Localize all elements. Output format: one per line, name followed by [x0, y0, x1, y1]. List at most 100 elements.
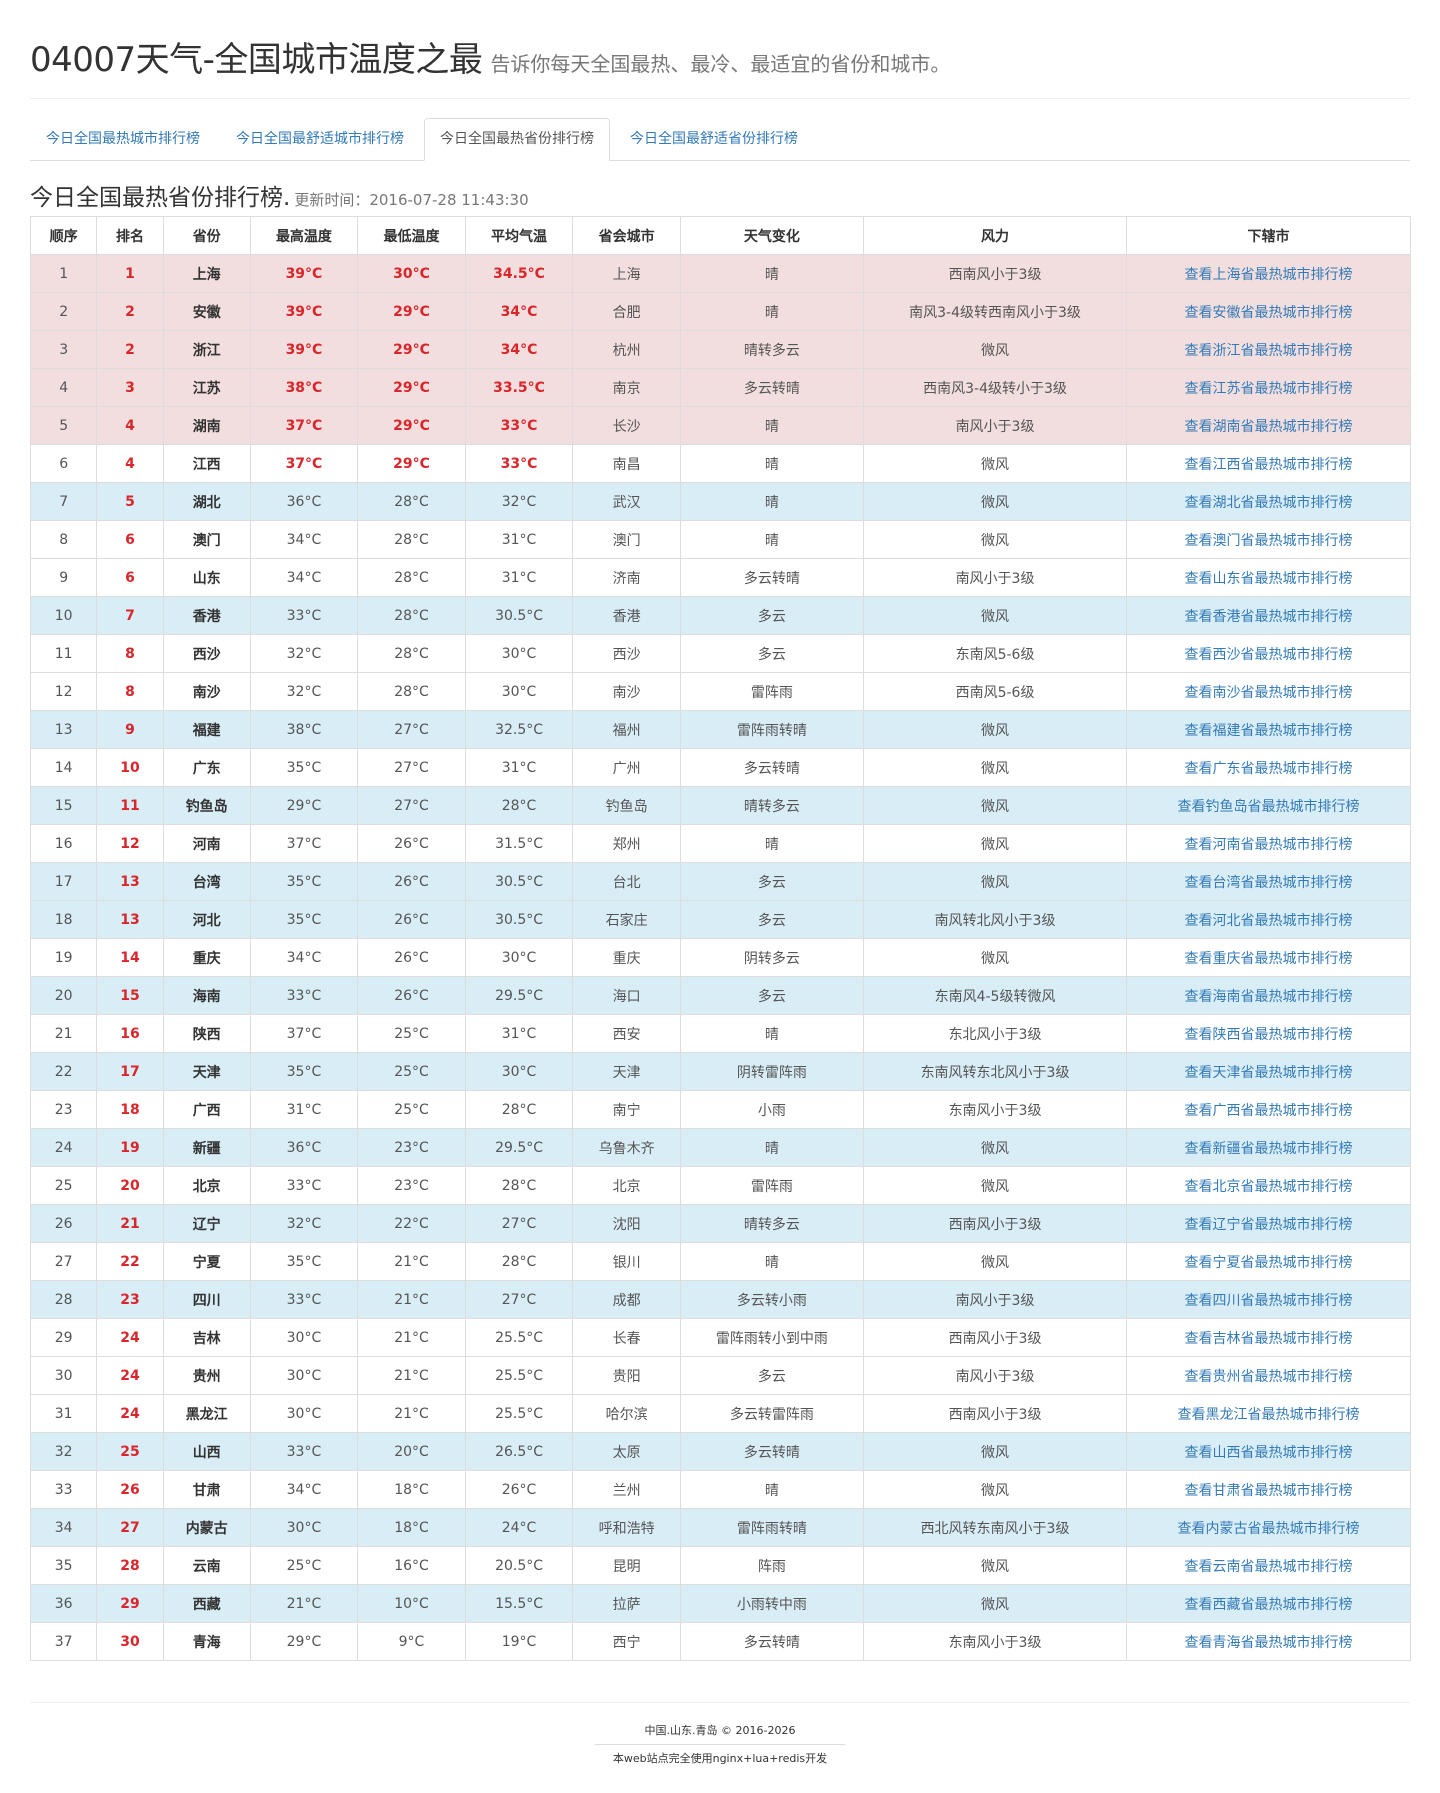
province-city-ranking-link[interactable]: 查看湖南省最热城市排行榜	[1126, 406, 1411, 445]
cell-low-temp: 28°C	[357, 596, 466, 635]
province-city-ranking-link[interactable]: 查看钓鱼岛省最热城市排行榜	[1126, 786, 1411, 825]
cell-low-temp: 26°C	[357, 900, 466, 939]
tab-comfortable-cities[interactable]: 今日全国最舒适城市排行榜	[236, 131, 404, 147]
cell-high-temp: 38°C	[249, 710, 359, 749]
tab-hottest-provinces[interactable]: 今日全国最热省份排行榜	[424, 118, 610, 161]
cell-province: 山东	[162, 558, 251, 597]
province-city-ranking-link[interactable]: 查看贵州省最热城市排行榜	[1126, 1356, 1411, 1395]
cell-capital: 南沙	[572, 672, 681, 711]
cell-rank: 2	[96, 330, 164, 369]
cell-capital: 银川	[572, 1242, 681, 1281]
cell-avg-temp: 31°C	[464, 558, 574, 597]
cell-high-temp: 39°C	[249, 254, 359, 293]
cell-wind: 微风	[862, 1432, 1128, 1471]
tab-comfortable-provinces[interactable]: 今日全国最舒适省份排行榜	[630, 131, 798, 147]
cell-low-temp: 18°C	[357, 1508, 466, 1547]
cell-avg-temp: 30.5°C	[464, 596, 574, 635]
cell-province: 贵州	[162, 1356, 251, 1395]
cell-capital: 济南	[572, 558, 681, 597]
tab-hottest-cities[interactable]: 今日全国最热城市排行榜	[46, 131, 200, 147]
cell-province: 钓鱼岛	[162, 786, 251, 825]
cell-avg-temp: 24°C	[464, 1508, 574, 1547]
province-city-ranking-link[interactable]: 查看山西省最热城市排行榜	[1126, 1432, 1411, 1471]
cell-seq: 6	[29, 444, 98, 483]
province-city-ranking-link[interactable]: 查看香港省最热城市排行榜	[1126, 596, 1411, 635]
cell-rank: 1	[96, 254, 164, 293]
cell-wind: 东北风小于3级	[862, 1014, 1128, 1053]
cell-high-temp: 35°C	[249, 1242, 359, 1281]
province-city-ranking-link[interactable]: 查看上海省最热城市排行榜	[1126, 254, 1411, 293]
table-row: 8 6 澳门 34°C 28°C 31°C 澳门晴微风 查看澳门省最热城市排行榜	[29, 520, 1411, 559]
cell-weather: 晴	[679, 482, 864, 521]
province-city-ranking-link[interactable]: 查看宁夏省最热城市排行榜	[1126, 1242, 1411, 1281]
province-city-ranking-link[interactable]: 查看湖北省最热城市排行榜	[1126, 482, 1411, 521]
province-city-ranking-link[interactable]: 查看河北省最热城市排行榜	[1126, 900, 1411, 939]
cell-avg-temp: 30°C	[464, 938, 574, 977]
cell-avg-temp: 33.5°C	[464, 368, 574, 407]
province-city-ranking-link[interactable]: 查看河南省最热城市排行榜	[1126, 824, 1411, 863]
province-city-ranking-link[interactable]: 查看四川省最热城市排行榜	[1126, 1280, 1411, 1319]
cell-low-temp: 28°C	[357, 672, 466, 711]
cell-avg-temp: 30°C	[464, 672, 574, 711]
province-city-ranking-link[interactable]: 查看山东省最热城市排行榜	[1126, 558, 1411, 597]
cell-weather: 小雨	[679, 1090, 864, 1129]
cell-low-temp: 16°C	[357, 1546, 466, 1585]
province-city-ranking-link[interactable]: 查看甘肃省最热城市排行榜	[1126, 1470, 1411, 1509]
cell-weather: 晴	[679, 1128, 864, 1167]
province-city-ranking-link[interactable]: 查看福建省最热城市排行榜	[1126, 710, 1411, 749]
cell-low-temp: 21°C	[357, 1394, 466, 1433]
cell-wind: 微风	[862, 786, 1128, 825]
province-city-ranking-link[interactable]: 查看重庆省最热城市排行榜	[1126, 938, 1411, 977]
cell-wind: 微风	[862, 710, 1128, 749]
province-city-ranking-link[interactable]: 查看安徽省最热城市排行榜	[1126, 292, 1411, 331]
cell-low-temp: 21°C	[357, 1280, 466, 1319]
cell-wind: 西南风3-4级转小于3级	[862, 368, 1128, 407]
cell-weather: 阴转雷阵雨	[679, 1052, 864, 1091]
cell-province: 广东	[162, 748, 251, 787]
cell-avg-temp: 30.5°C	[464, 900, 574, 939]
cell-capital: 南宁	[572, 1090, 681, 1129]
cell-capital: 哈尔滨	[572, 1394, 681, 1433]
cell-low-temp: 30°C	[357, 254, 466, 293]
province-city-ranking-link[interactable]: 查看广西省最热城市排行榜	[1126, 1090, 1411, 1129]
province-city-ranking-link[interactable]: 查看辽宁省最热城市排行榜	[1126, 1204, 1411, 1243]
cell-seq: 17	[29, 862, 98, 901]
province-city-ranking-link[interactable]: 查看新疆省最热城市排行榜	[1126, 1128, 1411, 1167]
province-city-ranking-link[interactable]: 查看浙江省最热城市排行榜	[1126, 330, 1411, 369]
province-city-ranking-link[interactable]: 查看黑龙江省最热城市排行榜	[1126, 1394, 1411, 1433]
cell-rank: 28	[96, 1546, 164, 1585]
cell-capital: 杭州	[572, 330, 681, 369]
table-row: 34 27 内蒙古 30°C 18°C 24°C 呼和浩特 雷阵雨转晴 西北风转东南风小于3级查…	[29, 1508, 1411, 1547]
province-city-ranking-link[interactable]: 查看天津省最热城市排行榜	[1126, 1052, 1411, 1091]
cell-seq: 12	[29, 672, 98, 711]
province-city-ranking-link[interactable]: 查看广东省最热城市排行榜	[1126, 748, 1411, 787]
column-header: 最低温度	[357, 216, 466, 255]
province-city-ranking-link[interactable]: 查看江苏省最热城市排行榜	[1126, 368, 1411, 407]
province-city-ranking-link[interactable]: 查看海南省最热城市排行榜	[1126, 976, 1411, 1015]
province-city-ranking-link[interactable]: 查看江西省最热城市排行榜	[1126, 444, 1411, 483]
cell-avg-temp: 31°C	[464, 1014, 574, 1053]
cell-seq: 15	[29, 786, 98, 825]
province-city-ranking-link[interactable]: 查看西藏省最热城市排行榜	[1126, 1584, 1411, 1623]
province-city-ranking-link[interactable]: 查看南沙省最热城市排行榜	[1126, 672, 1411, 711]
province-city-ranking-link[interactable]: 查看台湾省最热城市排行榜	[1126, 862, 1411, 901]
cell-low-temp: 9°C	[357, 1622, 466, 1661]
province-city-ranking-link[interactable]: 查看陕西省最热城市排行榜	[1126, 1014, 1411, 1053]
province-city-ranking-link[interactable]: 查看云南省最热城市排行榜	[1126, 1546, 1411, 1585]
province-city-ranking-link[interactable]: 查看西沙省最热城市排行榜	[1126, 634, 1411, 673]
table-row: 19 14 重庆 34°C 26°C 30°C 重庆 阴转多云 微风 查看重庆省最热城市排行榜	[29, 938, 1411, 977]
table-row: 13 9 福建 38°C 27°C 32.5°C 福州 雷阵雨转晴 微风 查看福建省最热城市排行榜	[29, 710, 1411, 749]
cell-wind: 微风	[862, 862, 1128, 901]
cell-wind: 东南风5-6级	[862, 634, 1128, 673]
cell-low-temp: 22°C	[357, 1204, 466, 1243]
table-row: 27 22 宁夏 35°C 21°C 28°C 银川晴微风 查看宁夏省最热城市排行榜	[29, 1242, 1411, 1281]
table-row: 22 17 天津 35°C 25°C 30°C 天津 阴转雷阵雨 东南风转东北风小于3级 查看天津…	[29, 1052, 1411, 1091]
province-city-ranking-link[interactable]: 查看澳门省最热城市排行榜	[1126, 520, 1411, 559]
province-city-ranking-link[interactable]: 查看吉林省最热城市排行榜	[1126, 1318, 1411, 1357]
province-city-ranking-link[interactable]: 查看北京省最热城市排行榜	[1126, 1166, 1411, 1205]
cell-weather: 多云	[679, 596, 864, 635]
cell-rank: 21	[96, 1204, 164, 1243]
table-row: 14 10 广东 35°C 27°C 31°C 广州 多云转晴 微风 查看广东省最热城市排行榜	[29, 748, 1411, 787]
province-city-ranking-link[interactable]: 查看青海省最热城市排行榜	[1126, 1622, 1411, 1661]
province-city-ranking-link[interactable]: 查看内蒙古省最热城市排行榜	[1126, 1508, 1411, 1547]
